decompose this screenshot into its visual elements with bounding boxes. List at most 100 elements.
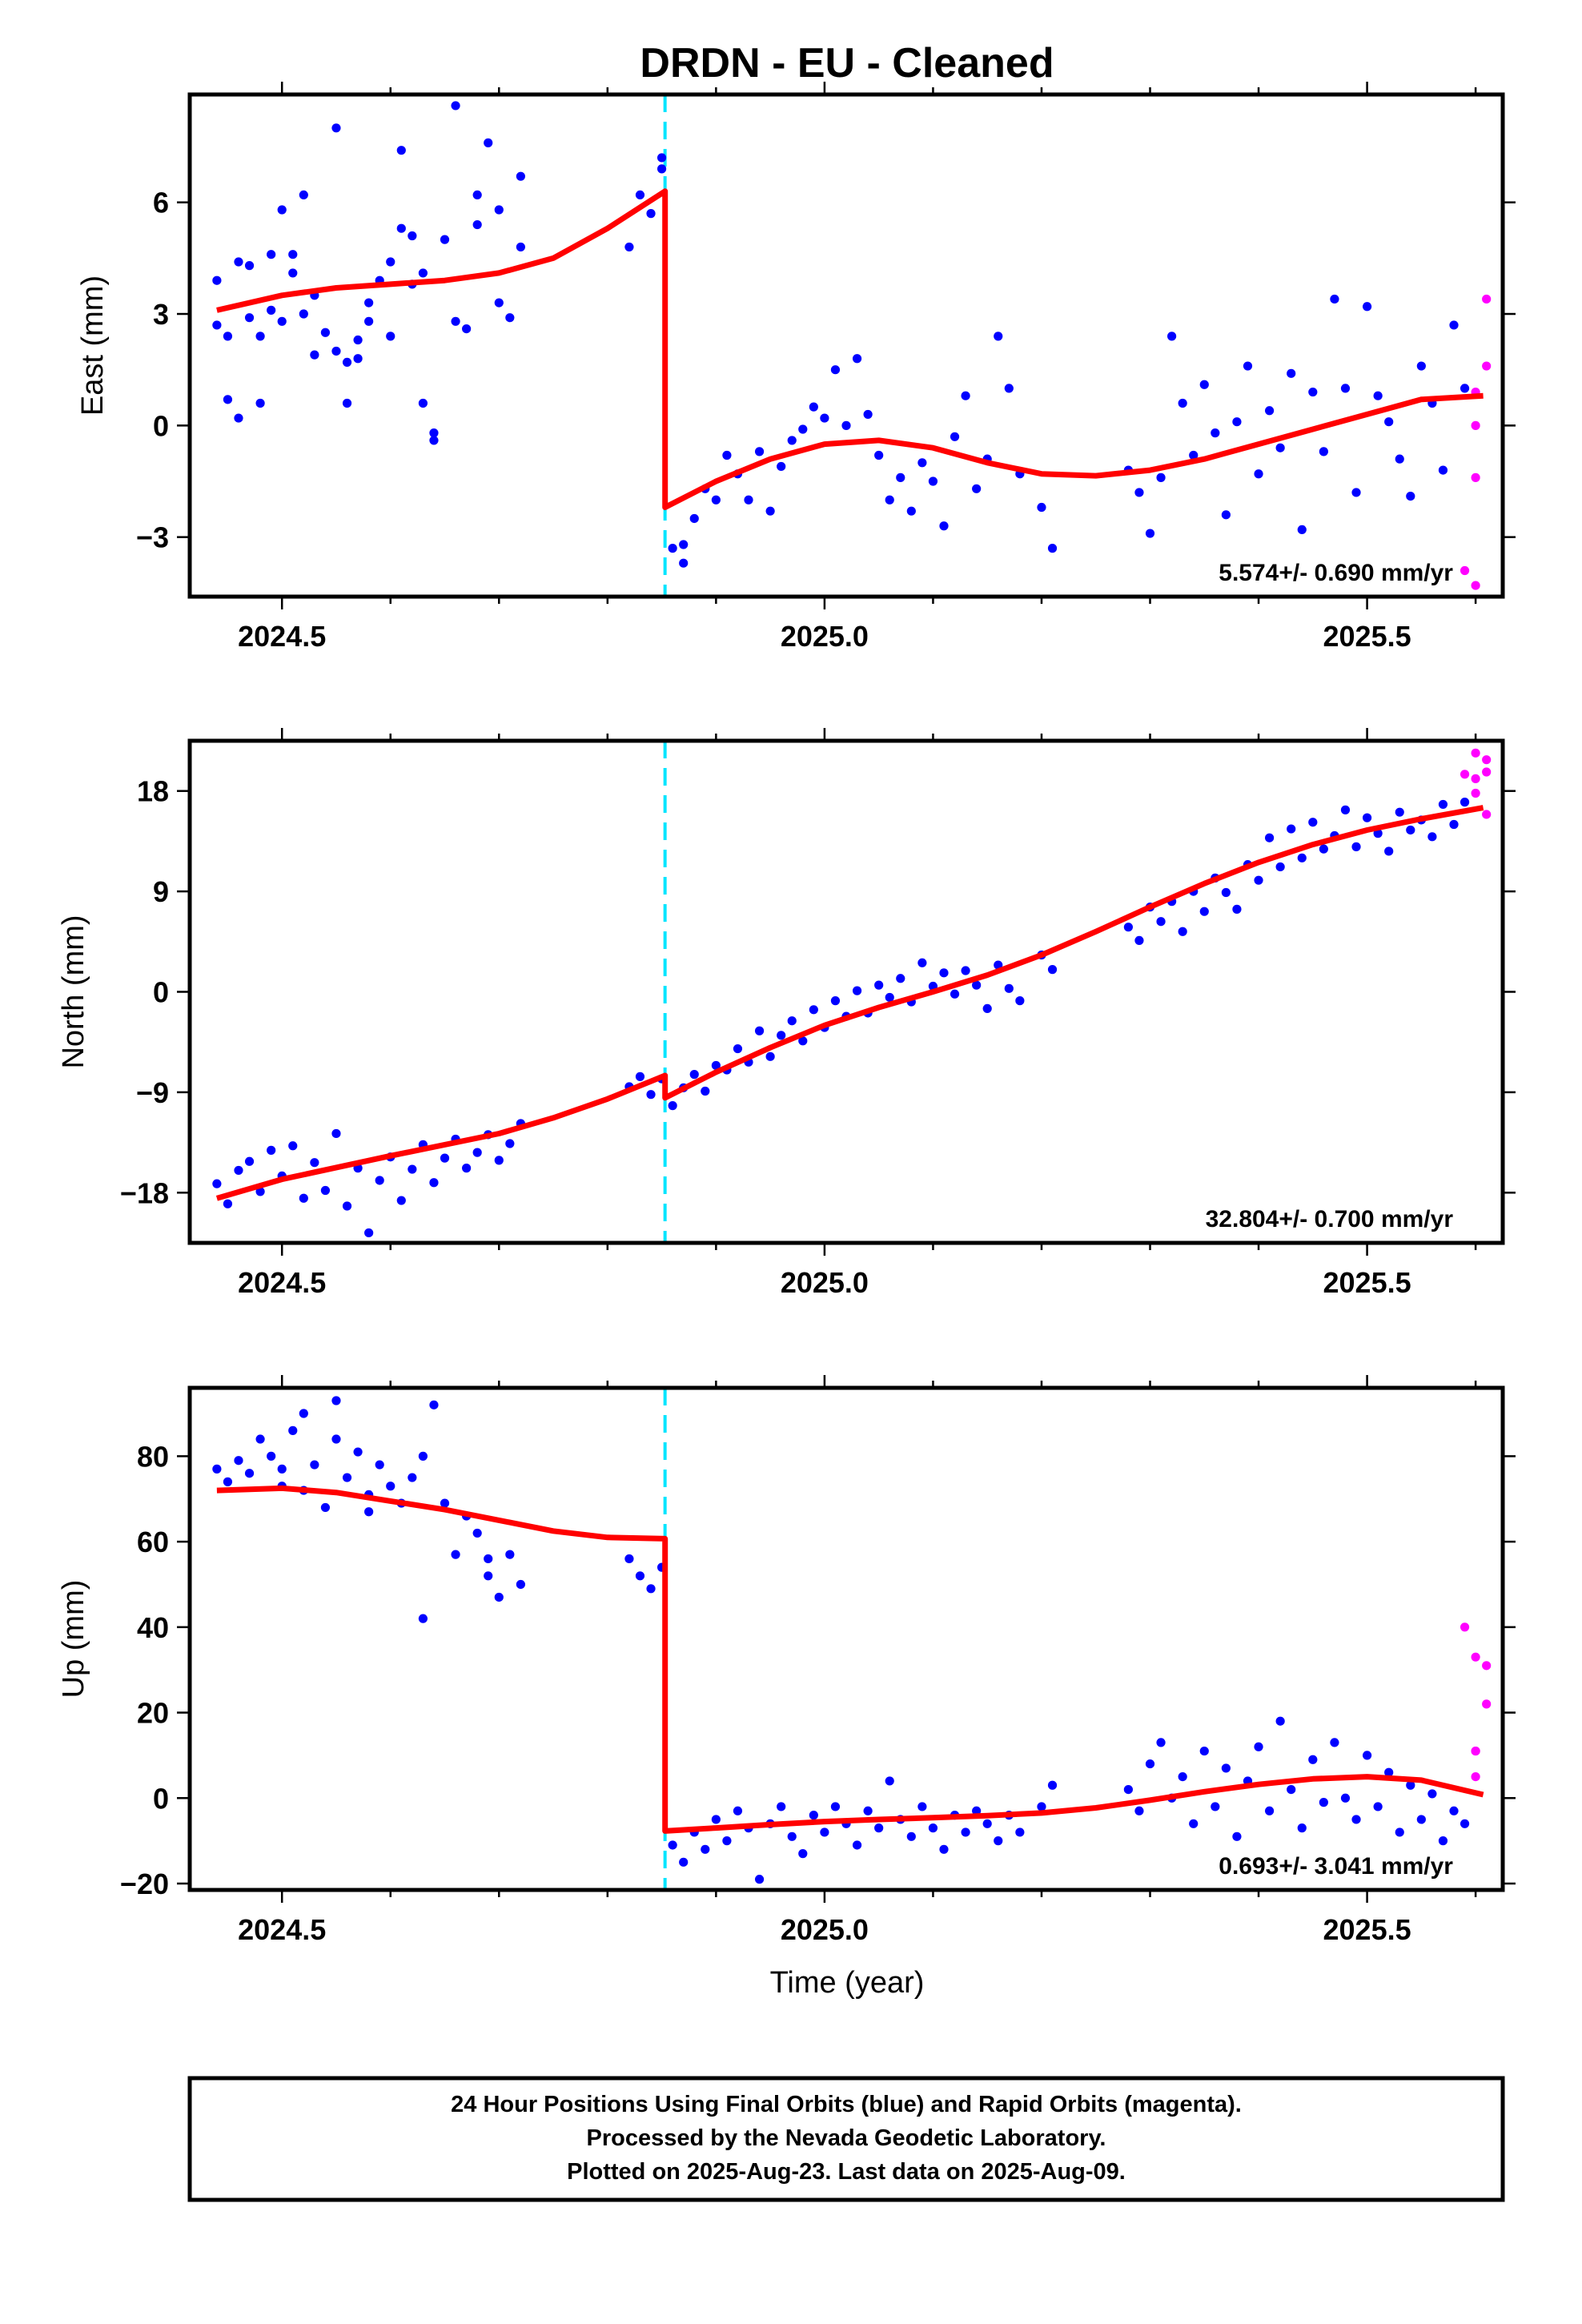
east-final-point: [353, 335, 363, 345]
east-final-point: [277, 316, 287, 326]
up-y-axis-label: Up (mm): [57, 1580, 90, 1699]
east-frame: [187, 92, 1505, 599]
up-final-point: [777, 1802, 786, 1811]
up-rapid-point: [1482, 1661, 1492, 1671]
east-final-point: [1037, 502, 1046, 513]
up-final-point: [917, 1802, 927, 1811]
north-final-point: [1438, 799, 1448, 810]
up-final-point: [277, 1464, 287, 1474]
up-final-point: [472, 1528, 482, 1538]
east-final-point: [342, 357, 352, 367]
east-final-point: [1189, 450, 1199, 460]
east-final-point: [852, 354, 862, 364]
east-final-point: [1297, 525, 1307, 535]
up-rate-label: 0.693+/- 3.041 mm/yr: [1219, 1853, 1453, 1880]
up-final-point: [1362, 1751, 1372, 1760]
east-final-point: [711, 495, 721, 505]
east-rapid-point: [1460, 565, 1470, 576]
north-y-axis-label: North (mm): [57, 915, 90, 1068]
up-final-point: [1449, 1806, 1459, 1815]
up-x-tick-label: 2024.5: [238, 1913, 326, 1946]
east-final-point: [255, 332, 265, 341]
east-final-point: [656, 164, 667, 174]
up-final-point: [939, 1844, 949, 1854]
east-rapid-point: [1471, 420, 1480, 430]
up-final-point: [1232, 1831, 1242, 1841]
north-final-point: [1351, 842, 1361, 851]
north-panel: 2024.5 2025.0 2025.5 −18 −9 0 9 18 North (mm) 32.…: [57, 728, 1516, 1299]
east-final-point: [1330, 294, 1339, 304]
up-final-point: [1406, 1780, 1415, 1790]
up-final-point: [1384, 1767, 1394, 1777]
north-final-point: [1287, 824, 1296, 834]
east-final-point: [1319, 447, 1328, 456]
east-final-point: [451, 101, 460, 111]
east-final-point: [288, 268, 298, 278]
up-final-point: [635, 1571, 645, 1581]
up-final-point: [1123, 1785, 1133, 1795]
up-final-point: [1047, 1780, 1058, 1790]
up-final-point: [928, 1823, 938, 1833]
east-final-point: [961, 391, 970, 400]
north-final-point: [1297, 853, 1307, 862]
north-final-point: [396, 1196, 406, 1205]
east-final-point: [418, 398, 428, 408]
up-final-point: [223, 1477, 233, 1486]
east-final-point: [1243, 361, 1253, 371]
east-final-point: [472, 190, 482, 199]
east-final-point: [212, 275, 222, 285]
north-final-point: [1178, 927, 1187, 936]
north-final-point: [787, 1016, 797, 1026]
north-final-point: [1460, 798, 1470, 807]
up-final-point: [972, 1806, 982, 1815]
east-final-point: [820, 413, 829, 423]
up-final-point: [798, 1849, 808, 1859]
north-final-point: [798, 1036, 808, 1046]
east-rapid-point: [1482, 294, 1492, 304]
up-final-point: [711, 1815, 721, 1824]
east-final-point: [972, 484, 982, 493]
north-final-point: [1319, 844, 1328, 854]
footer-line-2: Processed by the Nevada Geodetic Laborat…: [587, 2125, 1106, 2151]
east-final-point: [484, 138, 493, 147]
up-final-point: [331, 1396, 341, 1405]
east-final-point: [472, 219, 482, 230]
up-final-point: [244, 1469, 255, 1478]
east-model-curve: [216, 188, 1484, 510]
east-final-point: [874, 450, 884, 460]
north-rapid-point: [1482, 767, 1492, 777]
east-final-point: [1232, 417, 1242, 427]
east-final-point: [1384, 417, 1394, 427]
east-rate-label: 5.574+/- 0.690 mm/yr: [1219, 560, 1453, 586]
east-final-point: [396, 223, 406, 233]
north-plot-area: [190, 741, 1503, 1243]
east-final-point: [429, 436, 439, 445]
north-final-point: [310, 1158, 319, 1168]
north-final-point: [754, 1026, 765, 1035]
east-final-point: [863, 409, 873, 420]
x-axis-label: Time (year): [770, 1966, 925, 2000]
east-final-point: [765, 506, 775, 516]
up-rapid-point: [1471, 1771, 1480, 1782]
east-final-point: [516, 242, 525, 252]
up-final-point: [267, 1451, 276, 1461]
up-final-point: [516, 1579, 525, 1590]
north-final-point: [689, 1070, 699, 1080]
east-final-point: [353, 354, 363, 364]
up-final-point: [1254, 1742, 1263, 1751]
up-final-point: [1134, 1806, 1144, 1815]
north-final-point: [972, 980, 982, 990]
east-final-point: [255, 398, 265, 408]
east-final-point: [299, 309, 308, 319]
up-final-point: [754, 1875, 765, 1884]
up-y-tick-label: 0: [153, 1782, 169, 1815]
north-final-point: [701, 1086, 710, 1096]
east-final-point: [635, 190, 645, 199]
up-final-point: [1287, 1785, 1296, 1795]
north-final-point: [288, 1141, 298, 1151]
north-final-point: [733, 1043, 743, 1054]
north-final-point: [440, 1153, 450, 1163]
north-final-point: [234, 1165, 243, 1176]
east-final-point: [429, 428, 439, 438]
east-final-point: [1287, 368, 1296, 378]
